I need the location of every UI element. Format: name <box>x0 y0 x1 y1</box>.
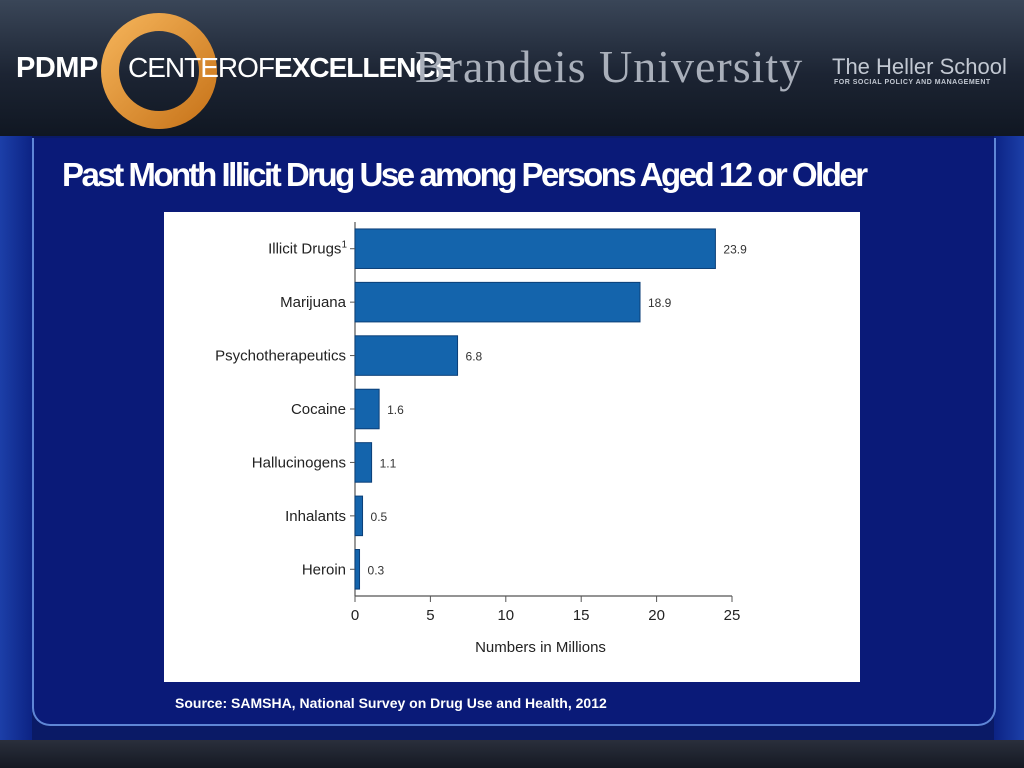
left-side-band <box>0 136 32 740</box>
bar-chart: Illicit Drugs1 23.9 Marijuana 18.9 Psychothe… <box>215 222 747 656</box>
data-label: 0.3 <box>368 563 385 577</box>
right-side-band <box>994 136 1024 740</box>
bar <box>354 388 380 430</box>
bar <box>354 228 716 269</box>
center-word: CENTER <box>128 52 238 83</box>
category-label: Marijuana <box>280 294 347 311</box>
data-label: 6.8 <box>466 350 483 364</box>
x-axis-title: Numbers in Millions <box>475 639 606 656</box>
excellence-word: EXCELLENCE <box>274 52 453 83</box>
brandeis-university-wordmark: Brandeis University <box>415 41 804 92</box>
data-label: 23.9 <box>723 243 747 257</box>
chart-area: Illicit Drugs1 23.9 Marijuana 18.9 Psychothe… <box>164 212 860 682</box>
footnote-marker: 1 <box>341 240 347 251</box>
bar <box>354 495 364 537</box>
category-label: Cocaine <box>291 401 346 418</box>
bar <box>354 281 641 323</box>
data-label: 1.1 <box>380 456 397 470</box>
x-tick-label: 10 <box>497 607 514 624</box>
heller-school-wordmark: The Heller School <box>832 54 1007 79</box>
source-note: Source: SAMSHA, National Survey on Drug … <box>175 695 607 711</box>
center-of-excellence-logo-icon <box>101 13 217 129</box>
x-tick-label: 25 <box>724 607 741 624</box>
x-tick-label: 0 <box>351 607 359 624</box>
of-word: OF <box>237 52 275 83</box>
bar <box>354 442 373 483</box>
pdmp-wordmark: PDMP <box>16 52 98 84</box>
category-label: Illicit Drugs1 <box>268 240 347 258</box>
data-label: 18.9 <box>648 296 672 310</box>
bar <box>354 335 459 376</box>
category-label-text: Illicit Drugs <box>268 241 341 258</box>
heller-school-subtitle: FOR SOCIAL POLICY AND MANAGEMENT <box>834 79 991 86</box>
x-tick-label: 15 <box>573 607 590 624</box>
data-label: 1.6 <box>387 403 404 417</box>
slide-title: Past Month Illicit Drug Use among Person… <box>62 156 868 193</box>
category-label: Heroin <box>302 561 346 578</box>
x-tick-label: 5 <box>426 607 434 624</box>
header-banner: PDMP CENTEROFEXCELLENCE Brandeis Univers… <box>0 0 1024 136</box>
category-label: Psychotherapeutics <box>215 348 346 365</box>
center-of-excellence-wordmark: CENTEROFEXCELLENCE <box>128 52 453 84</box>
data-label: 0.5 <box>371 510 388 524</box>
category-label: Hallucinogens <box>252 454 346 471</box>
category-label: Inhalants <box>285 508 346 525</box>
footer-band <box>0 740 1024 768</box>
bar <box>354 549 361 590</box>
x-tick-label: 20 <box>648 607 665 624</box>
